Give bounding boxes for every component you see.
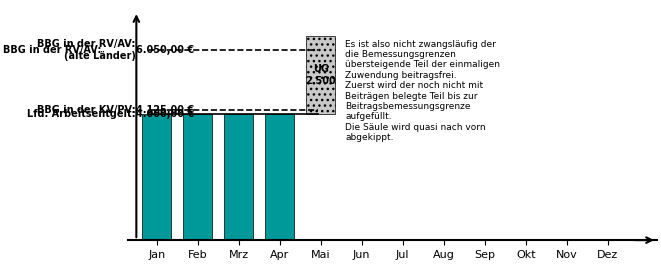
Text: 6.050,00 €: 6.050,00 €	[136, 45, 194, 55]
Bar	[225, 114, 253, 240]
Text: UG
2.500: UG 2.500	[305, 64, 336, 86]
Text: BBG in der RV/AV:: BBG in der RV/AV:	[3, 45, 102, 55]
Bar	[266, 114, 294, 240]
Text: BBG in der RV/AV:
(alte Länder): BBG in der RV/AV: (alte Länder)	[37, 39, 136, 60]
Bar	[307, 36, 335, 114]
Text: BBG in der KV/PV:: BBG in der KV/PV:	[37, 105, 136, 115]
Text: Es ist also nicht zwangsläufig der
die Bemessungsgrenzen
übersteigende Teil der : Es ist also nicht zwangsläufig der die B…	[345, 40, 500, 142]
Bar	[184, 114, 212, 240]
Text: Lfd. Arbeitsentgelt:: Lfd. Arbeitsentgelt:	[27, 109, 136, 119]
Text: 4.125,00 €: 4.125,00 €	[136, 105, 194, 115]
Bar	[143, 114, 171, 240]
Text: 4.000,00 €: 4.000,00 €	[136, 109, 194, 119]
